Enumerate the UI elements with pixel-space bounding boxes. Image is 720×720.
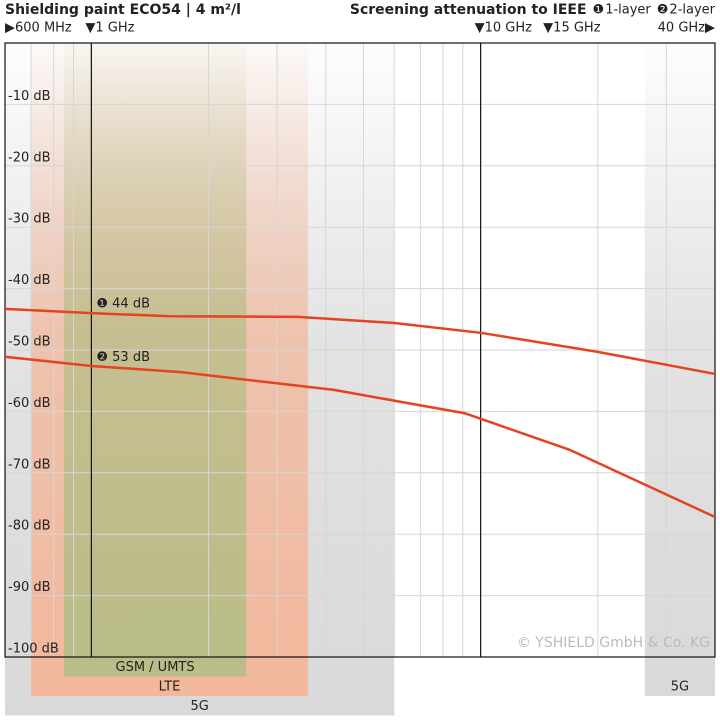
band-label: GSM / UMTS [116, 660, 195, 675]
y-tick-label: -100 dB [8, 642, 59, 657]
y-tick-label: -60 dB [8, 396, 51, 411]
subtitle: Screening attenuation to IEEE [350, 2, 587, 18]
frequency-band [63, 43, 247, 677]
y-tick-label: -90 dB [8, 580, 51, 595]
legend-label: 1-layer [605, 3, 651, 18]
x-tick-label: ▶600 MHz [5, 21, 72, 36]
x-tick-label: ▼10 GHz [475, 21, 533, 36]
y-tick-label: -30 dB [8, 212, 51, 227]
band-label: 5G [671, 680, 689, 695]
band-label: LTE [159, 680, 181, 695]
y-tick-label: -80 dB [8, 519, 51, 534]
x-tick-label: ▼15 GHz [543, 21, 601, 36]
series-line [4, 355, 716, 519]
annotation: ❶ 44 dB [96, 296, 150, 311]
y-tick-label: -70 dB [8, 457, 51, 472]
legend-label: 2-layer [669, 3, 715, 18]
chart-title: Shielding paint ECO54 | 4 m²/l [5, 2, 241, 18]
band-label: 5G [190, 699, 208, 714]
copyright: © YSHIELD GmbH & Co. KG [517, 635, 710, 651]
y-tick-label: -10 dB [8, 89, 51, 104]
y-tick-label: -40 dB [8, 273, 51, 288]
x-tick-label: ▼1 GHz [85, 21, 134, 36]
legend-marker: ❶ [593, 3, 605, 18]
plot-frame [4, 42, 716, 658]
legend-marker: ❷ [657, 3, 669, 18]
annotation: ❷ 53 dB [96, 350, 150, 365]
series-line [4, 307, 716, 376]
y-tick-label: -50 dB [8, 335, 51, 350]
frequency-band [644, 43, 715, 696]
x-tick-label: 40 GHz▶ [658, 21, 715, 36]
y-tick-label: -20 dB [8, 150, 51, 165]
